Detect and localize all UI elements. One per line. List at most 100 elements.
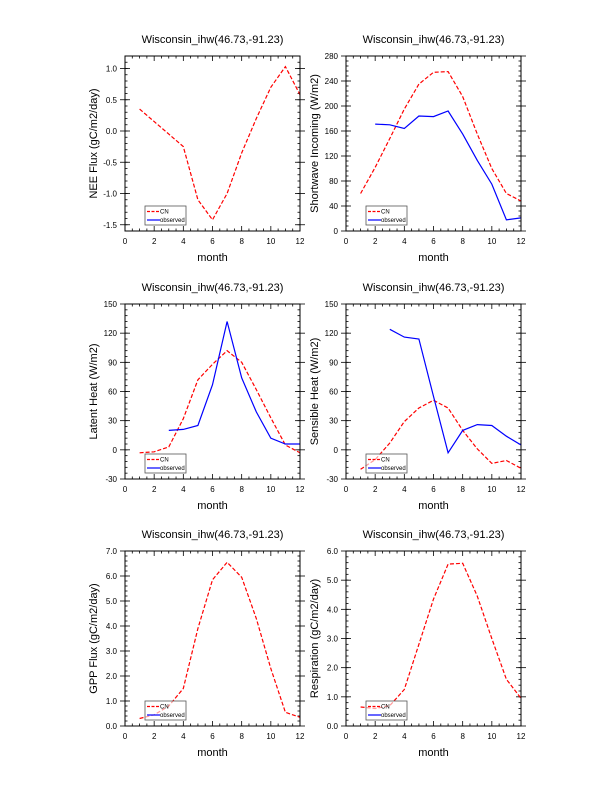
x-tick-label: 8 bbox=[239, 237, 244, 246]
x-axis-label: month bbox=[197, 500, 228, 512]
x-tick-label: 12 bbox=[296, 485, 305, 494]
x-tick-label: 10 bbox=[487, 237, 496, 246]
x-tick-label: 6 bbox=[210, 485, 215, 494]
x-tick-label: 12 bbox=[296, 732, 305, 741]
x-tick-label: 6 bbox=[431, 237, 436, 246]
y-tick-label: 2.0 bbox=[106, 672, 118, 681]
y-tick-label: 80 bbox=[329, 177, 338, 186]
y-tick-label: 200 bbox=[325, 102, 339, 111]
y-tick-label: 120 bbox=[104, 329, 118, 338]
y-tick-label: 0.0 bbox=[327, 722, 339, 731]
y-tick-label: 60 bbox=[329, 388, 338, 397]
x-tick-label: 8 bbox=[239, 485, 244, 494]
plot-frame bbox=[124, 55, 301, 232]
y-axis-label: GPP Flux (gC/m2/day) bbox=[88, 583, 100, 693]
y-axis-label: NEE Flux (gC/m2/day) bbox=[88, 88, 100, 198]
legend: CN observed bbox=[144, 205, 187, 226]
series-line-cn bbox=[360, 562, 521, 710]
series-line-cn bbox=[360, 70, 521, 202]
legend-label-cn: CN bbox=[160, 210, 169, 216]
legend-label-cn: CN bbox=[160, 705, 169, 711]
chart-title: Wisconsin_ihw(46.73,-91.23) bbox=[142, 529, 284, 541]
legend: CN observed bbox=[365, 700, 408, 721]
y-axis-label: Sensible Heat (W/m2) bbox=[309, 338, 321, 446]
y-tick-label: 6.0 bbox=[327, 547, 339, 556]
x-tick-label: 8 bbox=[460, 237, 465, 246]
y-tick-label: -30 bbox=[326, 475, 338, 484]
y-axis-label: Respiration (gC/m2/day) bbox=[309, 579, 321, 698]
chart-panel-4: Wisconsin_ihw(46.73,-91.23) Sensible Heat… bbox=[309, 282, 526, 512]
chart-title: Wisconsin_ihw(46.73,-91.23) bbox=[142, 282, 284, 294]
y-tick-label: 0.5 bbox=[106, 96, 118, 105]
y-tick-label: 90 bbox=[329, 358, 338, 367]
y-tick-label: -0.5 bbox=[103, 158, 117, 167]
x-tick-label: 2 bbox=[373, 237, 378, 246]
x-tick-label: 2 bbox=[152, 485, 157, 494]
x-tick-label: 0 bbox=[344, 485, 349, 494]
y-tick-label: 90 bbox=[108, 358, 117, 367]
y-tick-label: 5.0 bbox=[327, 576, 339, 585]
chart-title: Wisconsin_ihw(46.73,-91.23) bbox=[363, 34, 505, 46]
x-tick-label: 0 bbox=[344, 732, 349, 741]
y-tick-label: 0 bbox=[334, 446, 339, 455]
series-line-observed bbox=[375, 110, 521, 221]
x-tick-label: 0 bbox=[344, 237, 349, 246]
chart-panel-6: Wisconsin_ihw(46.73,-91.23) Respiration (… bbox=[309, 529, 526, 759]
y-tick-label: 30 bbox=[329, 417, 338, 426]
y-tick-label: -1.5 bbox=[103, 221, 117, 230]
y-axis-label: Latent Heat (W/m2) bbox=[88, 344, 100, 440]
legend-label-observed: observed bbox=[381, 466, 406, 472]
x-tick-label: 4 bbox=[181, 732, 186, 741]
x-tick-label: 12 bbox=[296, 237, 305, 246]
y-tick-label: 4.0 bbox=[327, 605, 339, 614]
y-tick-label: 40 bbox=[329, 202, 338, 211]
x-tick-label: 8 bbox=[460, 485, 465, 494]
series-line-cn bbox=[139, 65, 300, 221]
chart-panel-3: Wisconsin_ihw(46.73,-91.23) Latent Heat (… bbox=[88, 282, 305, 512]
y-tick-label: 3.0 bbox=[327, 635, 339, 644]
y-tick-label: 0.0 bbox=[106, 127, 118, 136]
x-tick-label: 4 bbox=[181, 237, 186, 246]
y-tick-label: -30 bbox=[105, 475, 117, 484]
x-tick-label: 6 bbox=[431, 732, 436, 741]
legend: CN observed bbox=[144, 700, 187, 721]
x-tick-label: 4 bbox=[402, 485, 407, 494]
y-tick-label: 1.0 bbox=[106, 697, 118, 706]
x-tick-label: 0 bbox=[123, 732, 128, 741]
x-tick-label: 10 bbox=[266, 237, 275, 246]
chart-panel-1: Wisconsin_ihw(46.73,-91.23) NEE Flux (gC/… bbox=[88, 34, 305, 264]
y-tick-label: 120 bbox=[325, 152, 339, 161]
x-tick-label: 12 bbox=[517, 732, 526, 741]
legend-label-observed: observed bbox=[381, 218, 406, 224]
y-tick-label: 280 bbox=[325, 52, 339, 61]
y-tick-label: 4.0 bbox=[106, 622, 118, 631]
legend: CN observed bbox=[365, 205, 408, 226]
x-tick-label: 10 bbox=[266, 485, 275, 494]
x-tick-label: 10 bbox=[487, 732, 496, 741]
chart-title: Wisconsin_ihw(46.73,-91.23) bbox=[363, 282, 505, 294]
y-tick-label: 5.0 bbox=[106, 597, 118, 606]
x-tick-label: 8 bbox=[239, 732, 244, 741]
x-tick-label: 2 bbox=[152, 732, 157, 741]
legend-label-cn: CN bbox=[381, 458, 390, 464]
x-tick-label: 12 bbox=[517, 237, 526, 246]
x-axis-label: month bbox=[418, 747, 449, 759]
y-tick-label: 60 bbox=[108, 388, 117, 397]
x-tick-label: 6 bbox=[210, 237, 215, 246]
x-tick-label: 4 bbox=[181, 485, 186, 494]
x-tick-label: 4 bbox=[402, 237, 407, 246]
legend-label-observed: observed bbox=[381, 713, 406, 719]
y-tick-label: 6.0 bbox=[106, 572, 118, 581]
chart-title: Wisconsin_ihw(46.73,-91.23) bbox=[363, 529, 505, 541]
legend: CN observed bbox=[365, 453, 408, 474]
series-line-cn bbox=[139, 349, 300, 454]
y-tick-label: 30 bbox=[108, 417, 117, 426]
y-tick-label: 150 bbox=[104, 300, 118, 309]
x-tick-label: 10 bbox=[266, 732, 275, 741]
y-tick-label: 160 bbox=[325, 127, 339, 136]
chart-title: Wisconsin_ihw(46.73,-91.23) bbox=[142, 34, 284, 46]
y-tick-label: 120 bbox=[325, 329, 339, 338]
x-tick-label: 6 bbox=[431, 485, 436, 494]
y-tick-label: 7.0 bbox=[106, 547, 118, 556]
